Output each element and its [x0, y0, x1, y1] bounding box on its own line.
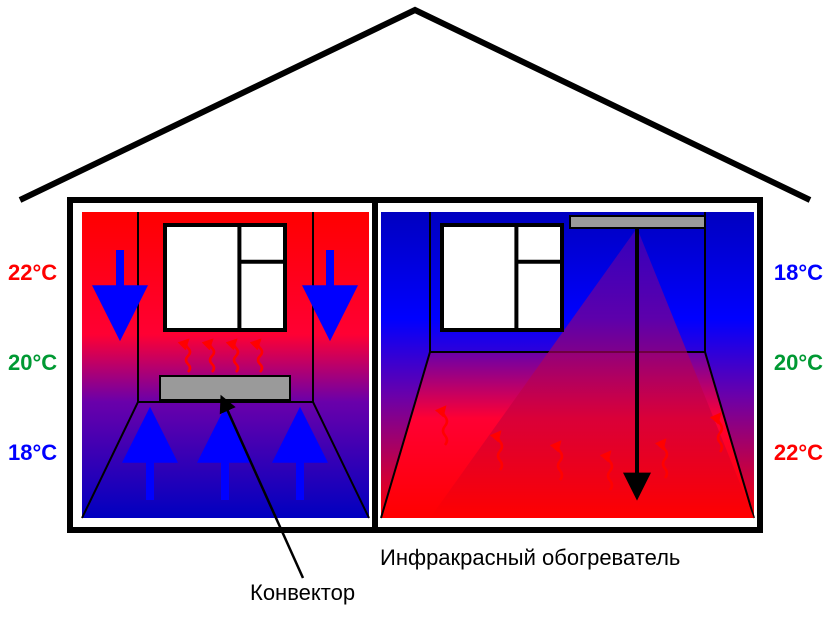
right-window: [442, 225, 562, 330]
right-room: [381, 212, 754, 518]
left-room: [82, 212, 369, 518]
convector-label: Конвектор: [250, 580, 355, 605]
temp-label: 18°C: [8, 440, 57, 465]
temp-label: 22°C: [774, 440, 823, 465]
infrared-panel: [570, 216, 705, 228]
left-window: [165, 225, 285, 330]
convector-heater: [160, 376, 290, 400]
house-roof: [20, 10, 810, 200]
temp-label: 20°C: [8, 350, 57, 375]
infrared-label: Инфракрасный обогреватель: [380, 545, 680, 570]
temp-label: 22°C: [8, 260, 57, 285]
temp-label: 18°C: [774, 260, 823, 285]
temp-label: 20°C: [774, 350, 823, 375]
